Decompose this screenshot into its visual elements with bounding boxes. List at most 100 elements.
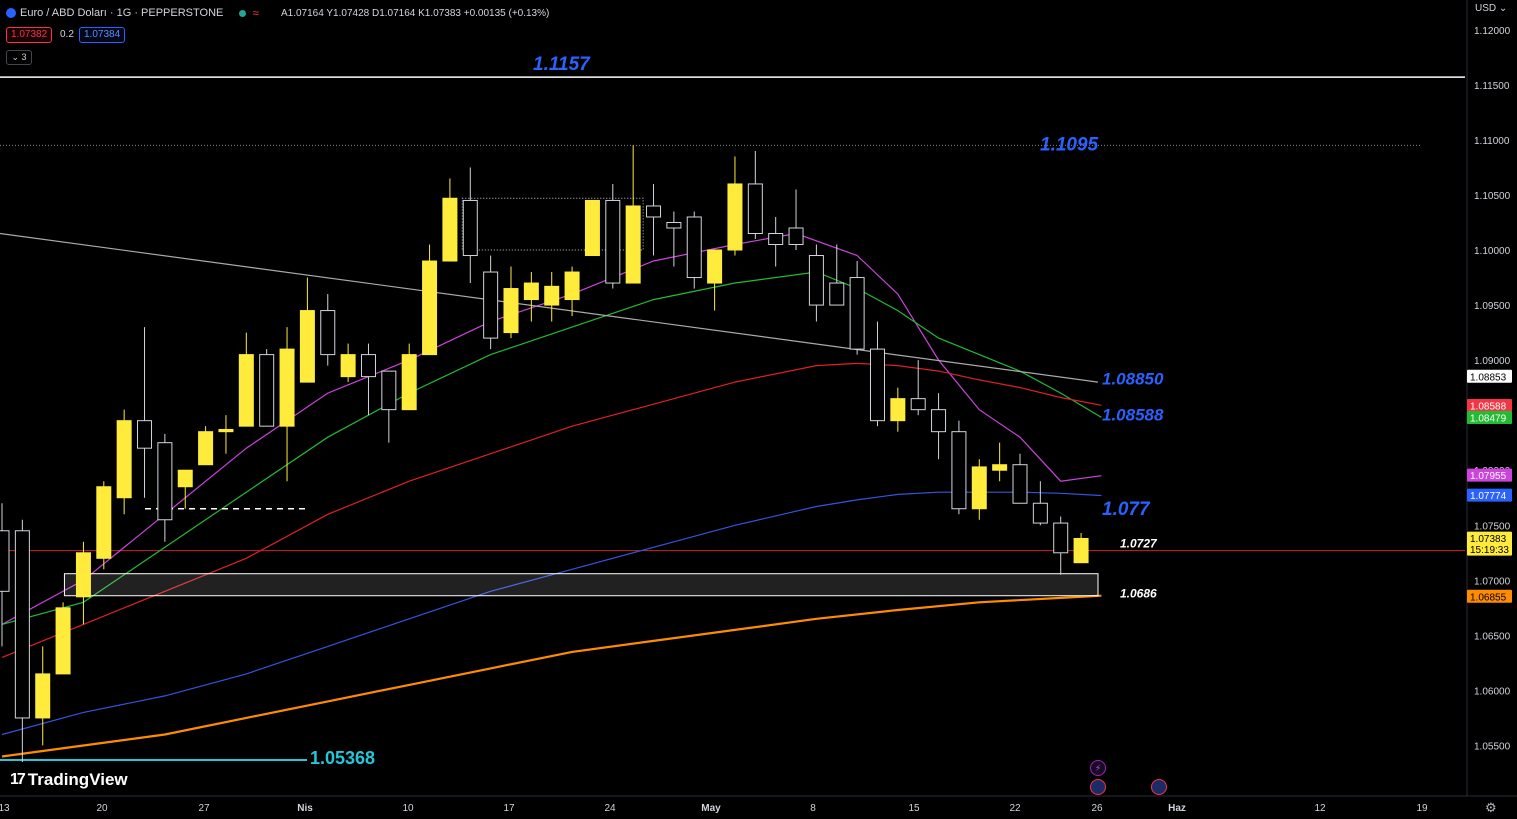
price-tag-bg [1467, 398, 1512, 412]
time-tick-label: 13 [0, 803, 10, 814]
candle-body [35, 673, 51, 719]
candle [971, 459, 987, 520]
candle [320, 294, 336, 366]
time-tick-label: Nis [297, 803, 313, 814]
candle [605, 183, 621, 289]
currency-selector[interactable]: USD ⌄ [1475, 3, 1508, 14]
price-tag-bg [1467, 589, 1512, 603]
time-tick-label: 27 [198, 803, 210, 814]
candle [584, 199, 600, 257]
candle-body [625, 205, 641, 284]
candle [625, 145, 641, 284]
candle [544, 272, 560, 322]
sell-button[interactable]: 1.07382 [6, 27, 53, 43]
candle-body [544, 285, 560, 306]
currency-label: USD [1475, 3, 1497, 14]
candle [96, 481, 112, 570]
wave-icon: ≈ [252, 6, 259, 20]
event-us-flag-icon-2[interactable] [1151, 779, 1167, 795]
candle-body [971, 466, 987, 510]
candle-body [116, 420, 132, 499]
candle-body [422, 260, 438, 356]
price-tick-label: 1.10500 [1474, 191, 1511, 202]
candle-body [320, 310, 336, 356]
candle-body [177, 469, 193, 488]
candle-body [869, 348, 885, 422]
symbol-flag-icon [6, 8, 16, 18]
time-tick-label: 17 [503, 803, 515, 814]
price-tag-text: 1.08479 [1470, 413, 1507, 424]
candle-body [910, 398, 926, 411]
candle-body [381, 370, 397, 411]
price-tag-bg [1467, 468, 1512, 482]
candle [788, 189, 804, 251]
candle [727, 156, 743, 256]
candle [1032, 481, 1048, 526]
price-tick-label: 1.11000 [1474, 136, 1510, 147]
candle-body [1012, 464, 1028, 504]
time-tick-label: 8 [810, 803, 816, 814]
horizontal-levels [0, 76, 1465, 761]
candle-body [157, 442, 173, 521]
price-tick-label: 1.09500 [1474, 301, 1511, 312]
candle [340, 343, 356, 383]
candle [462, 167, 478, 284]
candle-body [340, 354, 356, 378]
price-tick-label: 1.07000 [1474, 576, 1511, 587]
indicators-count: 3 [21, 52, 27, 62]
candle-body [768, 232, 784, 246]
candle-body [96, 486, 112, 559]
indicators-toggle[interactable]: ⌄ 3 [6, 50, 32, 65]
candle-body [14, 530, 30, 719]
candle [116, 409, 132, 515]
candle [1012, 453, 1028, 504]
candle-body [992, 464, 1008, 471]
candle [177, 469, 193, 509]
symbol-title[interactable]: Euro / ABD Doları · 1G · PEPPERSTONE [20, 7, 224, 19]
buy-button[interactable]: 1.07384 [79, 27, 126, 43]
candle-body [401, 354, 417, 411]
drawings [0, 197, 1099, 597]
level-label: 1.1095 [1040, 134, 1099, 155]
event-lightning-icon[interactable]: ⚡ [1090, 760, 1106, 776]
candle-body [279, 348, 295, 427]
candle [686, 211, 702, 289]
price-tag-text: 1.08853 [1470, 372, 1507, 383]
time-tick-label: 20 [96, 803, 108, 814]
candle-body [808, 255, 824, 306]
time-tick-label: 19 [1416, 803, 1428, 814]
candle [259, 349, 275, 427]
candle-body [1032, 502, 1048, 524]
candle-body [198, 431, 214, 466]
candle-body [1053, 522, 1069, 554]
tv-logo-icon: 17 [10, 771, 26, 788]
candle-body [829, 282, 845, 306]
candle [137, 327, 153, 498]
candle-body [259, 354, 275, 427]
candle [707, 249, 723, 311]
settings-gear-icon[interactable]: ⚙ [1485, 800, 1497, 815]
level-label: 1.077 [1102, 499, 1151, 520]
level-label: 1.1157 [533, 54, 591, 75]
candle-body [299, 310, 315, 383]
event-us-flag-icon[interactable] [1090, 779, 1106, 795]
candle [951, 420, 967, 515]
time-tick-label: 15 [908, 803, 920, 814]
candle [829, 244, 845, 306]
level-label: 1.08588 [1102, 405, 1164, 424]
candle [747, 150, 763, 239]
candle [523, 272, 539, 322]
candle-body [931, 409, 947, 433]
level-label: 1.0686 [1120, 587, 1157, 601]
level-label: 1.05368 [310, 748, 375, 768]
candle-body [1073, 537, 1089, 564]
price-tick-label: 1.06000 [1474, 686, 1511, 697]
candle-body [564, 271, 580, 301]
candle [14, 519, 30, 762]
candle-body [55, 607, 71, 675]
candle-body [747, 183, 763, 234]
price-tag-text: 1.07383 [1470, 534, 1507, 545]
candle-body [646, 205, 662, 218]
market-open-icon [239, 9, 247, 17]
